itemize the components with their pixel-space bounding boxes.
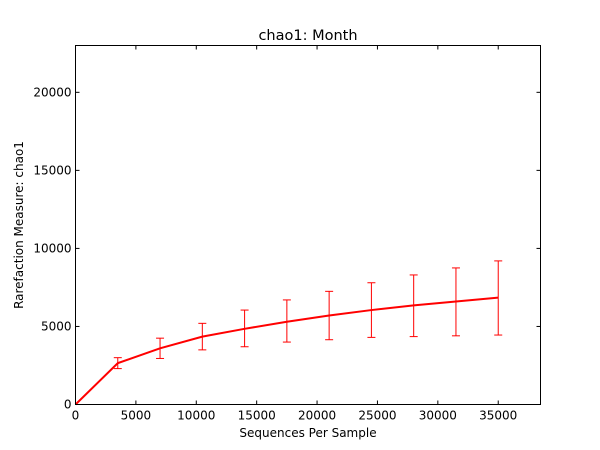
- x-tick-label: 0: [72, 409, 80, 423]
- y-tick-label: 15000: [33, 163, 71, 177]
- x-tick-label: 5000: [121, 409, 152, 423]
- chart-title: chao1: Month: [258, 28, 357, 44]
- x-tick-label: 20000: [298, 409, 336, 423]
- x-tick-label: 30000: [419, 409, 457, 423]
- y-tick-label: 10000: [33, 241, 71, 255]
- y-axis-label: Rarefaction Measure: chao1: [12, 141, 26, 309]
- x-tick-label: 25000: [358, 409, 396, 423]
- y-tick-label: 0: [64, 398, 72, 412]
- x-tick-label: 10000: [177, 409, 215, 423]
- plot-frame: [75, 45, 541, 405]
- x-tick-label: 35000: [479, 409, 517, 423]
- series-line: [74, 296, 499, 406]
- y-tick-label: 20000: [33, 85, 71, 99]
- y-tick-label: 5000: [41, 319, 72, 333]
- x-tick-label: 15000: [238, 409, 276, 423]
- plot-content: [74, 260, 503, 406]
- x-axis-label: Sequences Per Sample: [239, 426, 376, 440]
- axis-ticks: 0 5000 10000 15000 20000 25000 30000 35000 0 5000…: [33, 45, 541, 423]
